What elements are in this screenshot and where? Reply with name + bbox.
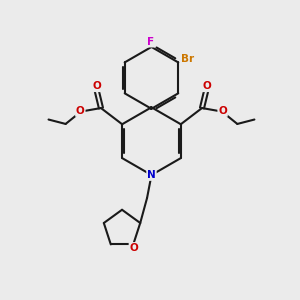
Text: O: O xyxy=(76,106,85,116)
Text: O: O xyxy=(202,81,211,91)
Text: F: F xyxy=(147,37,155,46)
Text: O: O xyxy=(130,243,138,253)
Text: O: O xyxy=(92,81,101,91)
Text: Br: Br xyxy=(181,55,194,64)
Text: O: O xyxy=(218,106,227,116)
Text: N: N xyxy=(147,170,156,180)
